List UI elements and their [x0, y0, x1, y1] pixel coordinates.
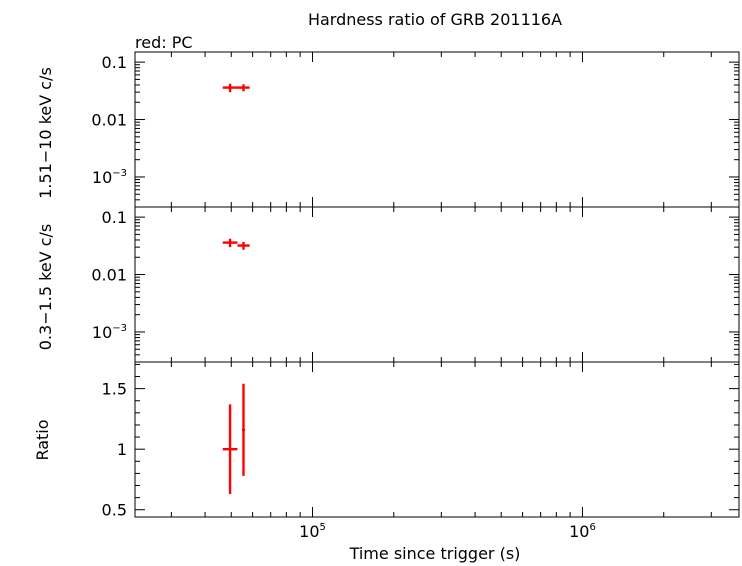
x-tick-label: 106 [569, 522, 596, 541]
panel-soft: 0.1 0.01 10−3 0.3−1.5 keV c/s [36, 206, 740, 363]
panel-soft-frame [134, 206, 740, 363]
y-tick-label: 1 [117, 440, 127, 459]
y-tick-label: 10−3 [92, 168, 127, 187]
data-point [228, 85, 232, 90]
chart-title: Hardness ratio of GRB 201116A [308, 10, 562, 29]
panel-hard-ylabel: 1.51−10 keV c/s [36, 67, 55, 199]
panel-hard-frame [134, 51, 740, 208]
data-point [241, 243, 246, 248]
panel-soft-ticks: 0.1 0.01 10−3 [91, 207, 739, 363]
y-tick-label: 0.1 [102, 53, 127, 72]
y-tick-label: 0.5 [102, 501, 127, 520]
y-tick-label: 0.01 [91, 266, 127, 285]
panel-hard-marks [222, 83, 250, 93]
panel-soft-ylabel: 0.3−1.5 keV c/s [36, 224, 55, 350]
panel-ratio-frame [134, 361, 740, 518]
x-tick-label: 105 [299, 522, 326, 541]
x-axis-label: Time since trigger (s) [349, 544, 521, 563]
panel-ratio-marks [222, 383, 246, 494]
data-point [228, 447, 232, 451]
panel-ratio: 0.5 1 1.5 Ratio [33, 361, 740, 520]
panel-ratio-ylabel: Ratio [33, 419, 52, 460]
panel-ratio-ticks: 0.5 1 1.5 [102, 362, 739, 520]
y-tick-label: 0.1 [102, 208, 127, 227]
data-point [241, 428, 246, 432]
y-tick-label: 1.5 [102, 380, 127, 399]
panel-hard: 0.1 0.01 10−3 1.51−10 keV c/s [36, 51, 740, 208]
y-tick-label: 0.01 [91, 111, 127, 130]
data-point [241, 85, 246, 90]
panel-hard-ticks: 0.1 0.01 10−3 [91, 52, 739, 208]
y-tick-label: 10−3 [92, 323, 127, 342]
data-point [228, 240, 232, 245]
panel-soft-marks [222, 238, 250, 250]
x-tick-labels: 105 106 [299, 522, 596, 541]
legend-note: red: PC [135, 33, 193, 52]
